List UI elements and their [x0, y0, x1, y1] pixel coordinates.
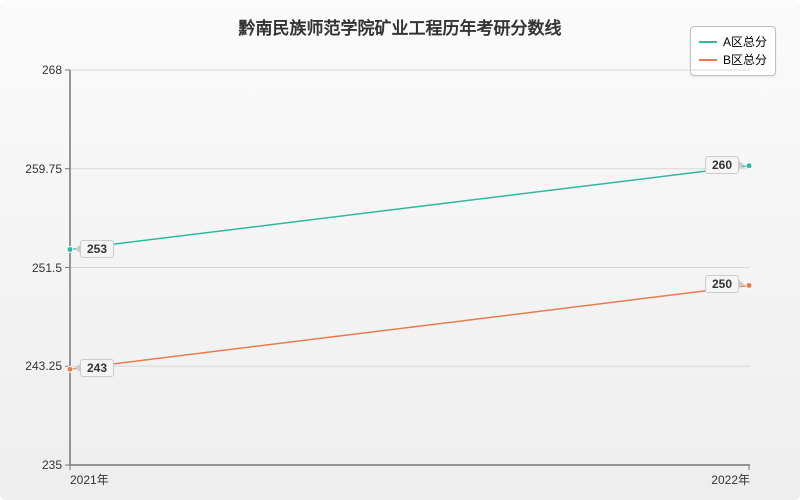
- legend-item-a: A区总分: [699, 33, 767, 51]
- legend-label-b: B区总分: [723, 51, 767, 69]
- y-tick-label: 235: [42, 458, 62, 472]
- y-tick-label: 243.25: [25, 359, 62, 373]
- x-tick-label: 2021年: [70, 471, 109, 488]
- y-tick-label: 259.75: [25, 162, 62, 176]
- legend-item-b: B区总分: [699, 51, 767, 69]
- y-tick-label: 251.5: [32, 261, 62, 275]
- chart-container: 黔南民族师范学院矿业工程历年考研分数线 A区总分 B区总分 235 243.25 2…: [0, 0, 800, 500]
- point-label: 250: [705, 275, 739, 293]
- chart-title: 黔南民族师范学院矿业工程历年考研分数线: [0, 14, 800, 39]
- legend-swatch-a: [699, 41, 717, 43]
- legend: A区总分 B区总分: [690, 26, 776, 76]
- point-label: 260: [705, 156, 739, 174]
- point-label: 253: [80, 240, 114, 258]
- legend-label-a: A区总分: [723, 33, 767, 51]
- point-label: 243: [80, 359, 114, 377]
- x-tick-label: 2022年: [711, 471, 750, 488]
- legend-swatch-b: [699, 59, 717, 61]
- plot-area: [70, 70, 750, 465]
- y-tick-label: 268: [42, 63, 62, 77]
